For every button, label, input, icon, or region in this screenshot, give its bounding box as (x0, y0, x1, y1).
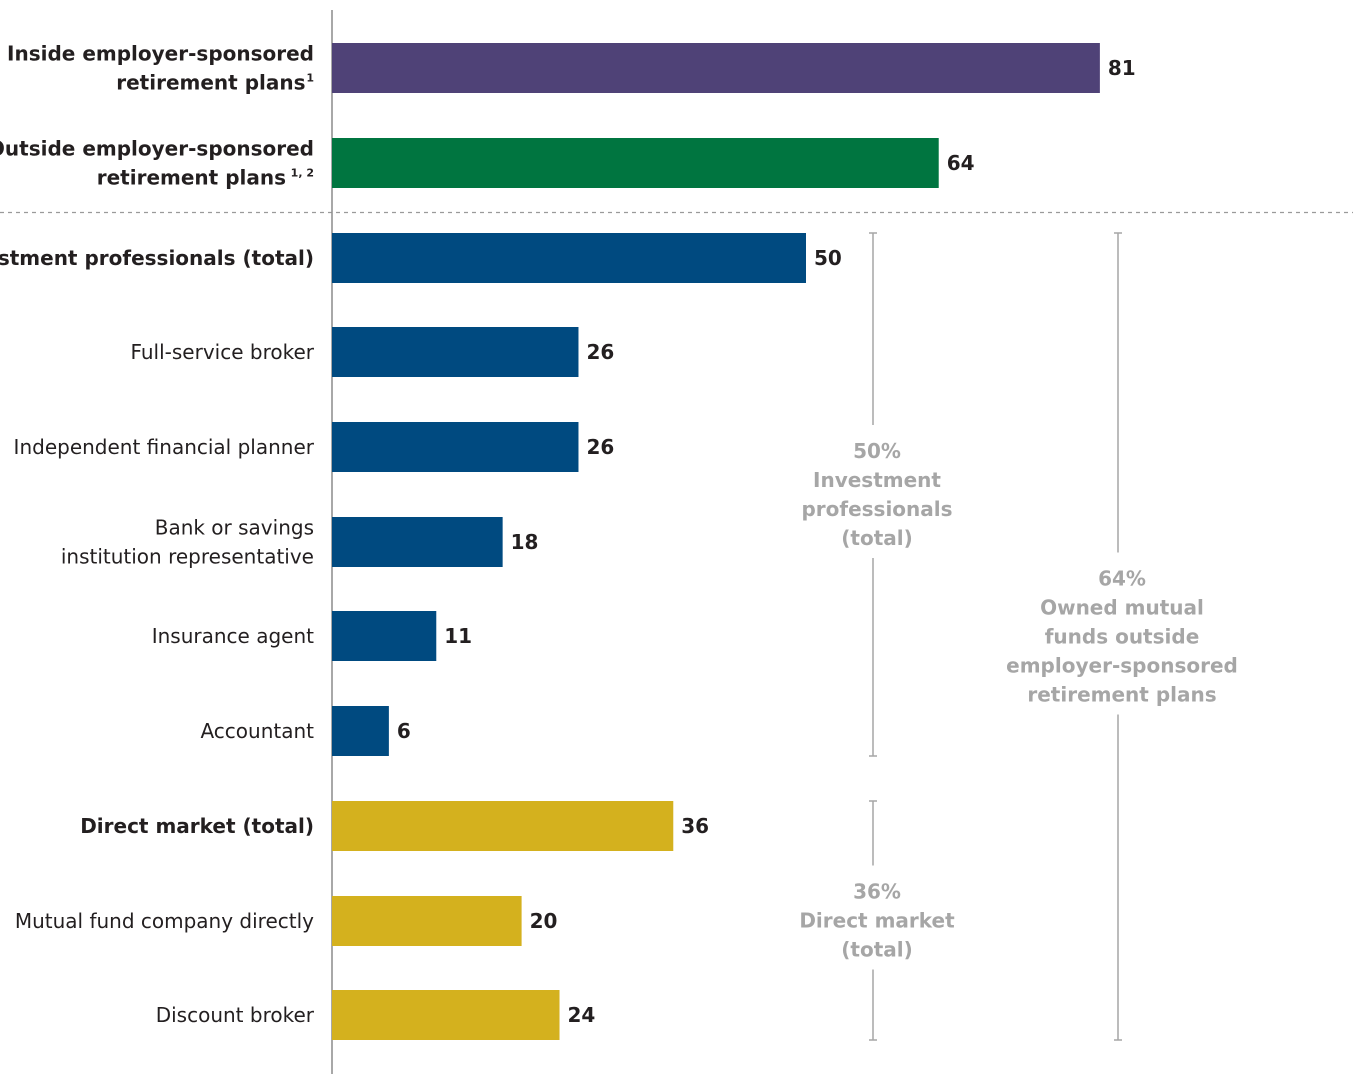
bracket-label-2-line-3: employer-sponsored (1006, 654, 1238, 678)
category-label-5-line-1: institution representative (61, 545, 314, 569)
bar-9 (332, 896, 522, 946)
bar-0 (332, 43, 1100, 93)
category-label-1-line-0: Outside employer-sponsored (0, 137, 314, 161)
category-label-1-line-1: retirement plans (97, 166, 286, 190)
value-label-1: 64 (947, 151, 975, 175)
bracket-0: 50% Investment professionals (total) (801, 232, 953, 757)
bar-1 (332, 138, 939, 188)
category-label-6: Insurance agent (152, 624, 314, 648)
bar-10 (332, 990, 560, 1040)
value-label-8: 36 (681, 814, 709, 838)
bracket-label-2-line-2: funds outside (1045, 625, 1200, 649)
bar-4 (332, 422, 579, 472)
bar-2 (332, 233, 806, 283)
bracket-label-0-line-1: Investment (813, 468, 941, 492)
value-label-6: 11 (444, 624, 472, 648)
category-footnote-1: 1, 2 (291, 167, 314, 180)
bracket-label-1-line-1: Direct market (799, 909, 955, 933)
category-label-0-line-0: Inside employer-sponsored (7, 42, 314, 66)
bracket-1: 36% Direct market (total) (799, 800, 955, 1041)
category-label-9: Mutual fund company directly (15, 909, 314, 933)
category-label-3: Full-service broker (130, 340, 314, 364)
bracket-label-1-line-0: 36% (853, 880, 901, 904)
bracket-label-0-line-2: professionals (801, 497, 952, 521)
value-label-0: 81 (1108, 56, 1136, 80)
category-label-2: Investment professionals (total) (0, 246, 314, 270)
bracket-2: 64% Owned mutual funds outside employer-spo… (1006, 232, 1238, 1041)
category-label-0-line-1: retirement plans (116, 71, 305, 95)
value-label-2: 50 (814, 246, 842, 270)
bar-5 (332, 517, 503, 567)
category-label-8: Direct market (total) (80, 814, 314, 838)
bar-3 (332, 327, 579, 377)
bracket-label-0-line-0: 50% (853, 439, 901, 463)
value-label-4: 26 (586, 435, 614, 459)
category-label-7: Accountant (200, 719, 314, 743)
category-label-10: Discount broker (156, 1003, 315, 1027)
bar-8 (332, 801, 674, 851)
category-label-5-line-0: Bank or savings (155, 516, 314, 540)
bracket-label-2-line-4: retirement plans (1027, 683, 1216, 707)
bar-7 (332, 706, 389, 756)
category-label-4: Independent financial planner (14, 435, 315, 459)
bracket-label-2-line-1: Owned mutual (1040, 596, 1204, 620)
value-label-7: 6 (397, 719, 411, 743)
value-label-9: 20 (530, 909, 558, 933)
bracket-label-2-line-0: 64% (1098, 567, 1146, 591)
value-label-10: 24 (568, 1003, 596, 1027)
bar-6 (332, 611, 437, 661)
bracket-label-0-line-3: (total) (841, 526, 913, 550)
category-footnote-0: 1 (306, 72, 314, 85)
bracket-label-1-line-2: (total) (841, 938, 913, 962)
value-label-5: 18 (511, 530, 539, 554)
value-label-3: 26 (586, 340, 614, 364)
